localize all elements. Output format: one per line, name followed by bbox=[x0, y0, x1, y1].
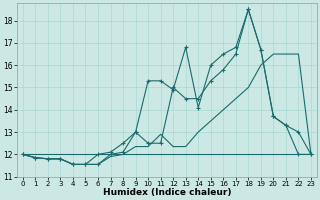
X-axis label: Humidex (Indice chaleur): Humidex (Indice chaleur) bbox=[103, 188, 231, 197]
